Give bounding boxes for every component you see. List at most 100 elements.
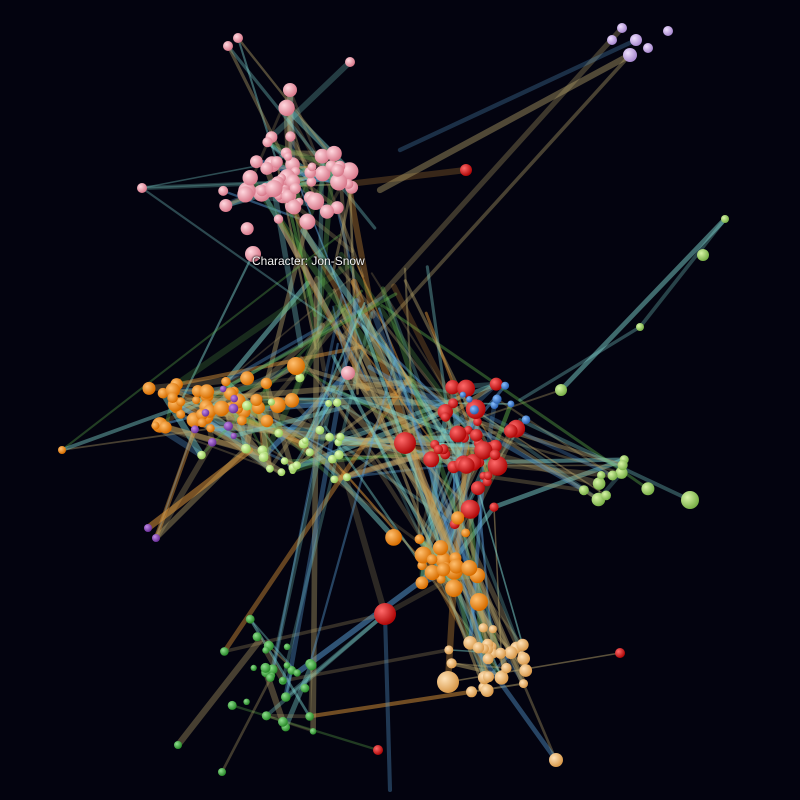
graph-node[interactable] xyxy=(607,470,618,481)
graph-node[interactable] xyxy=(549,753,563,767)
graph-node[interactable] xyxy=(266,673,275,682)
graph-node[interactable] xyxy=(274,428,284,438)
graph-node[interactable] xyxy=(681,491,699,509)
graph-node[interactable] xyxy=(446,658,457,669)
graph-node[interactable] xyxy=(445,579,463,597)
graph-node[interactable] xyxy=(345,57,355,67)
graph-node[interactable] xyxy=(426,554,438,565)
graph-node[interactable] xyxy=(151,421,160,430)
graph-node[interactable] xyxy=(270,156,283,169)
graph-node[interactable] xyxy=(295,373,305,383)
graph-node[interactable] xyxy=(330,475,339,484)
graph-node[interactable] xyxy=(273,214,284,224)
graph-node[interactable] xyxy=(636,323,644,331)
graph-node[interactable] xyxy=(615,648,625,658)
graph-node[interactable] xyxy=(466,396,473,403)
graph-node[interactable] xyxy=(488,625,497,634)
graph-node[interactable] xyxy=(230,394,238,403)
graph-node[interactable] xyxy=(283,662,291,669)
graph-node[interactable] xyxy=(289,182,301,195)
graph-node[interactable] xyxy=(245,246,261,262)
graph-node[interactable] xyxy=(260,161,274,175)
graph-node[interactable] xyxy=(144,524,152,532)
graph-node[interactable] xyxy=(250,393,263,406)
graph-node[interactable] xyxy=(697,249,709,261)
graph-node[interactable] xyxy=(167,392,178,404)
graph-node[interactable] xyxy=(142,381,156,395)
graph-node[interactable] xyxy=(176,409,186,419)
graph-node[interactable] xyxy=(287,357,305,375)
graph-node[interactable] xyxy=(306,176,317,187)
graph-node[interactable] xyxy=(483,471,493,481)
graph-node[interactable] xyxy=(480,684,494,697)
graph-node[interactable] xyxy=(437,671,459,693)
graph-node[interactable] xyxy=(374,603,396,625)
graph-node[interactable] xyxy=(504,424,518,438)
graph-node[interactable] xyxy=(494,670,509,685)
graph-node[interactable] xyxy=(483,671,494,683)
graph-node[interactable] xyxy=(260,662,271,673)
graph-node[interactable] xyxy=(319,204,335,219)
graph-node[interactable] xyxy=(470,481,485,496)
graph-node[interactable] xyxy=(256,184,268,197)
graph-node[interactable] xyxy=(218,768,226,776)
graph-node[interactable] xyxy=(517,652,530,665)
graph-node[interactable] xyxy=(267,398,275,406)
graph-node[interactable] xyxy=(458,457,475,474)
graph-node[interactable] xyxy=(300,683,310,693)
graph-node[interactable] xyxy=(219,385,227,393)
graph-node[interactable] xyxy=(241,443,251,454)
graph-node[interactable] xyxy=(449,425,467,443)
graph-node[interactable] xyxy=(219,199,233,212)
graph-node[interactable] xyxy=(199,384,215,399)
graph-node[interactable] xyxy=(460,499,480,519)
graph-node[interactable] xyxy=(460,164,472,176)
graph-node[interactable] xyxy=(266,464,274,473)
graph-node[interactable] xyxy=(190,425,199,434)
graph-node[interactable] xyxy=(223,421,233,431)
graph-node[interactable] xyxy=(237,186,254,203)
graph-node[interactable] xyxy=(301,437,309,444)
graph-node[interactable] xyxy=(424,564,440,581)
graph-node[interactable] xyxy=(597,471,606,480)
graph-node[interactable] xyxy=(495,647,507,659)
graph-node[interactable] xyxy=(461,560,478,576)
graph-node[interactable] xyxy=(478,623,488,633)
graph-node[interactable] xyxy=(305,448,314,457)
graph-node[interactable] xyxy=(333,398,342,407)
graph-node[interactable] xyxy=(280,457,289,465)
graph-node[interactable] xyxy=(252,632,262,642)
graph-node[interactable] xyxy=(449,558,464,574)
graph-node[interactable] xyxy=(314,165,331,182)
graph-node[interactable] xyxy=(306,660,317,671)
graph-node[interactable] xyxy=(228,403,239,414)
graph-node[interactable] xyxy=(250,155,263,169)
graph-node[interactable] xyxy=(221,376,231,387)
graph-node[interactable] xyxy=(516,638,529,652)
graph-node[interactable] xyxy=(278,716,288,727)
graph-node[interactable] xyxy=(721,215,729,223)
graph-node[interactable] xyxy=(285,131,296,142)
graph-node[interactable] xyxy=(242,400,252,411)
graph-node[interactable] xyxy=(262,137,273,148)
graph-node[interactable] xyxy=(433,444,444,455)
graph-node[interactable] xyxy=(250,664,257,672)
graph-node[interactable] xyxy=(242,170,258,186)
graph-node[interactable] xyxy=(423,451,440,468)
graph-node[interactable] xyxy=(325,399,333,407)
graph-node[interactable] xyxy=(459,391,466,398)
graph-node[interactable] xyxy=(444,645,454,655)
graph-node[interactable] xyxy=(197,450,206,460)
graph-node[interactable] xyxy=(197,418,207,428)
graph-node[interactable] xyxy=(328,454,337,464)
graph-node[interactable] xyxy=(281,189,295,203)
graph-node[interactable] xyxy=(334,450,344,460)
graph-node[interactable] xyxy=(245,614,255,624)
graph-node[interactable] xyxy=(341,366,355,380)
graph-node[interactable] xyxy=(555,384,567,396)
graph-node[interactable] xyxy=(472,642,485,654)
graph-node[interactable] xyxy=(261,711,271,721)
graph-node[interactable] xyxy=(501,662,512,674)
graph-node[interactable] xyxy=(306,192,325,210)
